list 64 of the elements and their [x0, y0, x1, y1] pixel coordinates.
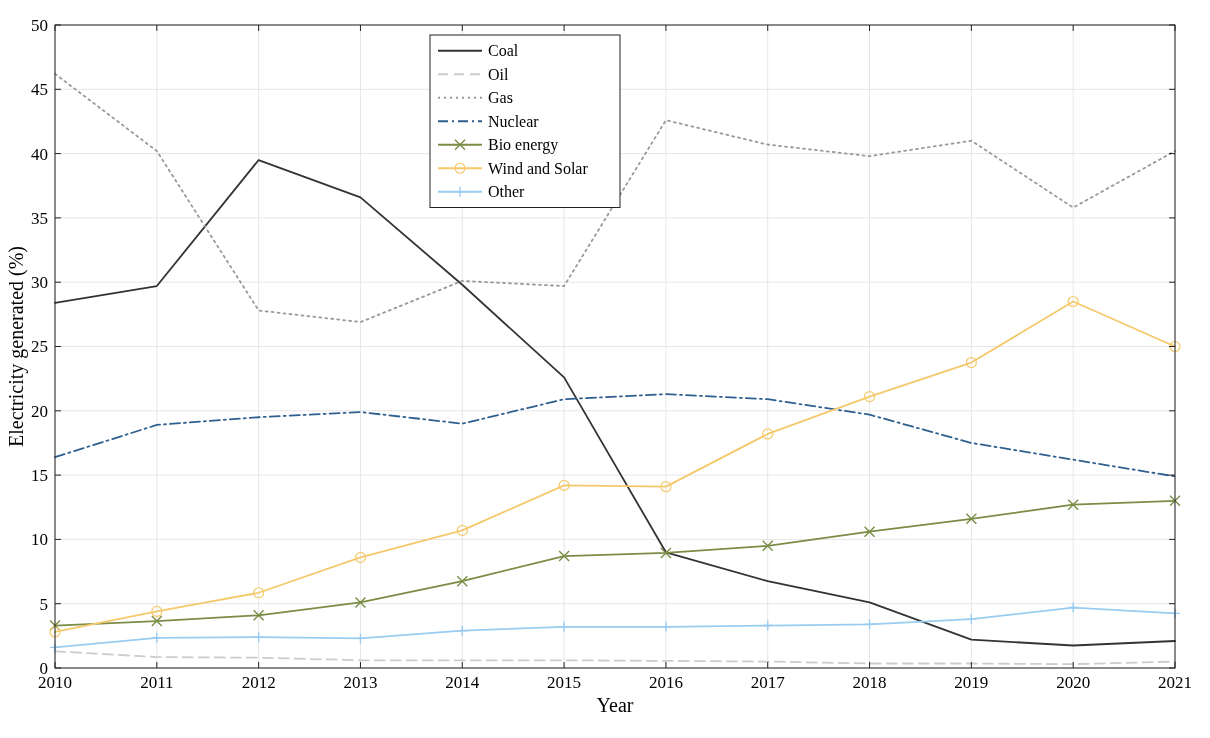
y-tick-label: 50: [31, 15, 48, 35]
point: [558, 479, 570, 491]
point: [151, 615, 163, 627]
x-tick-label: 2013: [343, 673, 378, 692]
point: [863, 391, 876, 403]
y-axis-title: Electricity generated (%): [5, 246, 28, 447]
y-tick-label: 10: [31, 530, 48, 550]
y-tick-label: 15: [31, 466, 48, 486]
point: [151, 605, 163, 618]
point: [354, 596, 367, 609]
x-tick-label: 2014: [445, 673, 480, 692]
y-tick-label: 20: [31, 401, 48, 421]
legend-label: Oil: [488, 65, 509, 83]
legend-label: Nuclear: [488, 112, 540, 130]
point: [1169, 495, 1181, 507]
point: [863, 525, 876, 538]
point: [151, 632, 163, 644]
point: [965, 356, 977, 369]
line-series: [54, 393, 1176, 478]
point: [762, 428, 774, 440]
point: [456, 575, 468, 587]
y-tick-label: 35: [31, 208, 48, 228]
point: [253, 587, 265, 599]
point: [1067, 295, 1079, 308]
y-tick-label: 45: [31, 80, 48, 100]
y-tick-label: 5: [39, 594, 48, 614]
x-tick-label: 2018: [852, 673, 887, 692]
x-tick-label: 2021: [1158, 673, 1192, 692]
point: [762, 619, 774, 632]
legend-label: Wind and Solar: [488, 159, 589, 177]
x-tick-label: 2012: [241, 673, 276, 692]
point: [660, 481, 672, 493]
legend-label: Gas: [488, 89, 513, 107]
x-tick-label: 2019: [954, 673, 989, 692]
point: [456, 625, 468, 637]
point: [1067, 498, 1079, 511]
x-tick-label: 2020: [1056, 673, 1091, 692]
point: [965, 613, 978, 625]
legend-label: Coal: [488, 42, 519, 60]
point: [1169, 340, 1181, 353]
point: [965, 513, 978, 525]
y-tick-label: 40: [31, 144, 48, 164]
x-tick-label: 2011: [140, 673, 174, 692]
x-axis-title: Year: [596, 694, 634, 716]
point: [762, 540, 774, 552]
x-tick-label: 2017: [750, 673, 786, 692]
point: [252, 609, 265, 621]
point: [1067, 601, 1079, 614]
legend-label: Bio energy: [488, 136, 559, 155]
point: [456, 524, 468, 536]
x-tick-label: 2015: [547, 673, 582, 692]
point: [660, 621, 672, 633]
point: [354, 551, 367, 563]
y-tick-label: 30: [31, 273, 48, 293]
line-series: [54, 159, 1176, 647]
point: [660, 547, 672, 559]
point: [49, 626, 61, 638]
point: [558, 621, 570, 633]
legend-label: Other: [488, 183, 526, 201]
point: [863, 618, 876, 630]
x-tick-label: 2016: [648, 673, 683, 692]
point: [558, 550, 570, 562]
y-tick-label: 25: [31, 337, 48, 357]
point: [354, 632, 367, 645]
